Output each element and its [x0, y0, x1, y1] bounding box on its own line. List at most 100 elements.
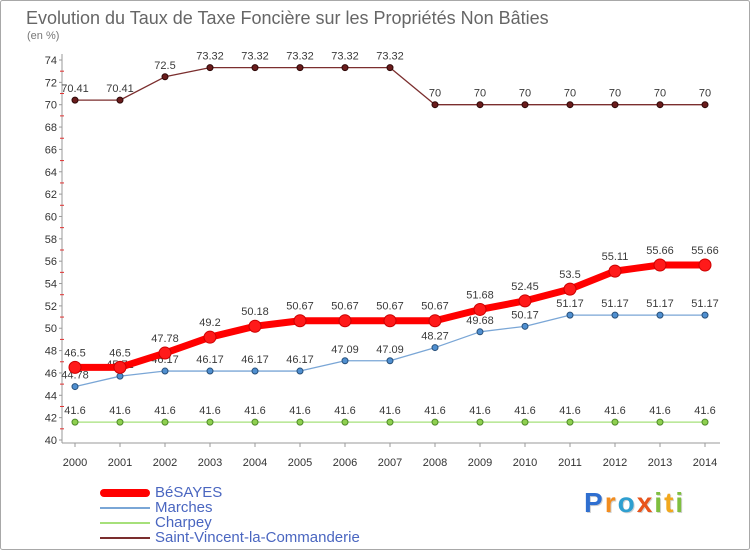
logo-letter: t — [664, 487, 676, 518]
data-point — [251, 64, 259, 72]
data-label: 47.09 — [331, 344, 359, 356]
data-point — [71, 418, 79, 426]
y-tick-label: 40 — [45, 435, 57, 447]
data-label: 51.17 — [601, 298, 629, 310]
y-tick-label: 70 — [45, 100, 57, 112]
y-tick-label: 58 — [45, 234, 57, 246]
data-label: 41.6 — [424, 405, 445, 417]
data-label: 46.17 — [196, 354, 224, 366]
legend-label-besayes: BéSAYES — [155, 484, 223, 501]
data-label: 44.78 — [61, 370, 89, 382]
data-point — [383, 314, 397, 328]
x-tick-label: 2003 — [198, 457, 222, 469]
data-label: 49.68 — [466, 315, 494, 327]
y-tick-label: 68 — [45, 122, 57, 134]
y-tick-label: 56 — [45, 256, 57, 268]
data-point — [656, 311, 664, 319]
data-label: 72.5 — [154, 60, 175, 72]
data-label: 47.09 — [376, 344, 404, 356]
data-point — [611, 101, 619, 109]
data-point — [161, 418, 169, 426]
data-point — [206, 64, 214, 72]
data-point — [248, 319, 262, 333]
data-label: 50.67 — [421, 301, 449, 313]
series-besayes: 46.5 46.5 47.78 49.2 50.18 50.67 50.67 50.67 50.… — [64, 245, 719, 374]
data-point — [656, 418, 664, 426]
data-point — [698, 258, 712, 272]
data-point — [341, 64, 349, 72]
data-point — [71, 383, 79, 391]
data-point — [431, 101, 439, 109]
series-saint-vincent-la-commanderie: 70.41 70.41 72.5 73.32 73.32 73.32 73.32 73.32 7… — [61, 51, 711, 109]
legend-item-marches: Marches — [100, 500, 213, 515]
logo-letter: o — [617, 487, 637, 518]
x-tick-label: 2012 — [603, 457, 627, 469]
x-tick-label: 2006 — [333, 457, 357, 469]
data-point — [341, 357, 349, 365]
data-label: 41.6 — [469, 405, 490, 417]
data-label: 49.2 — [199, 317, 220, 329]
legend-swatch-besayes — [100, 488, 150, 497]
legend-swatch-saint-vincent — [100, 536, 150, 539]
data-point — [386, 64, 394, 72]
data-label: 73.32 — [196, 51, 224, 63]
data-label: 41.6 — [289, 405, 310, 417]
y-tick-label: 72 — [45, 77, 57, 89]
data-point — [386, 418, 394, 426]
data-label: 46.17 — [241, 354, 269, 366]
y-tick-label: 74 — [45, 55, 57, 67]
data-point — [161, 73, 169, 81]
x-tick-label: 2002 — [153, 457, 177, 469]
x-tick-label: 2008 — [423, 457, 447, 469]
x-tick-label: 2004 — [243, 457, 267, 469]
legend-label-saint-vincent: Saint-Vincent-la-Commanderie — [155, 529, 360, 546]
data-point — [701, 418, 709, 426]
data-point — [566, 311, 574, 319]
data-label: 46.17 — [286, 354, 314, 366]
data-point — [68, 360, 82, 374]
series-charpey: 41.6 41.6 41.6 41.6 41.6 41.6 41.6 41.6 41.6 41.6… — [64, 405, 716, 426]
data-point — [428, 314, 442, 328]
y-tick-label: 44 — [45, 390, 57, 402]
data-point — [296, 64, 304, 72]
data-point — [203, 330, 217, 344]
x-tick-label: 2010 — [513, 457, 537, 469]
y-tick-label: 42 — [45, 413, 57, 425]
x-tick-label: 2011 — [558, 457, 582, 469]
data-label: 53.5 — [559, 269, 580, 281]
data-label: 50.67 — [331, 301, 359, 313]
data-label: 73.32 — [376, 51, 404, 63]
legend-item-charpey: Charpey — [100, 515, 212, 530]
data-label: 50.17 — [511, 309, 539, 321]
series-marches: 44.7845.7146.1746.1746.1746.1747.0947.09… — [61, 298, 719, 391]
chart-subtitle: (en %) — [27, 30, 60, 42]
data-point — [566, 418, 574, 426]
data-label: 41.6 — [604, 405, 625, 417]
data-label: 55.11 — [602, 251, 629, 263]
x-tick-label: 2007 — [378, 457, 402, 469]
x-tick-label: 2009 — [468, 457, 492, 469]
data-label: 73.32 — [241, 51, 269, 63]
y-tick-label: 66 — [45, 144, 57, 156]
x-tick-label: 2005 — [288, 457, 312, 469]
data-point — [653, 258, 667, 272]
data-label: 70 — [519, 88, 531, 100]
data-label: 55.66 — [646, 245, 674, 257]
data-point — [161, 367, 169, 375]
data-label: 51.17 — [556, 298, 584, 310]
proxiti-logo: Proxiti — [584, 487, 685, 519]
data-label: 51.17 — [646, 298, 674, 310]
legend-label-charpey: Charpey — [155, 514, 212, 531]
data-label: 41.6 — [154, 405, 175, 417]
data-label: 41.6 — [559, 405, 580, 417]
x-tick-label: 2014 — [693, 457, 717, 469]
data-label: 41.6 — [109, 405, 130, 417]
data-point — [473, 302, 487, 316]
data-label: 50.18 — [241, 306, 269, 318]
data-label: 47.78 — [151, 333, 179, 345]
logo-letter: r — [604, 487, 618, 518]
data-label: 51.68 — [466, 289, 494, 301]
legend-swatch-marches — [100, 506, 150, 509]
data-label: 70 — [474, 88, 486, 100]
data-label: 73.32 — [331, 51, 359, 63]
